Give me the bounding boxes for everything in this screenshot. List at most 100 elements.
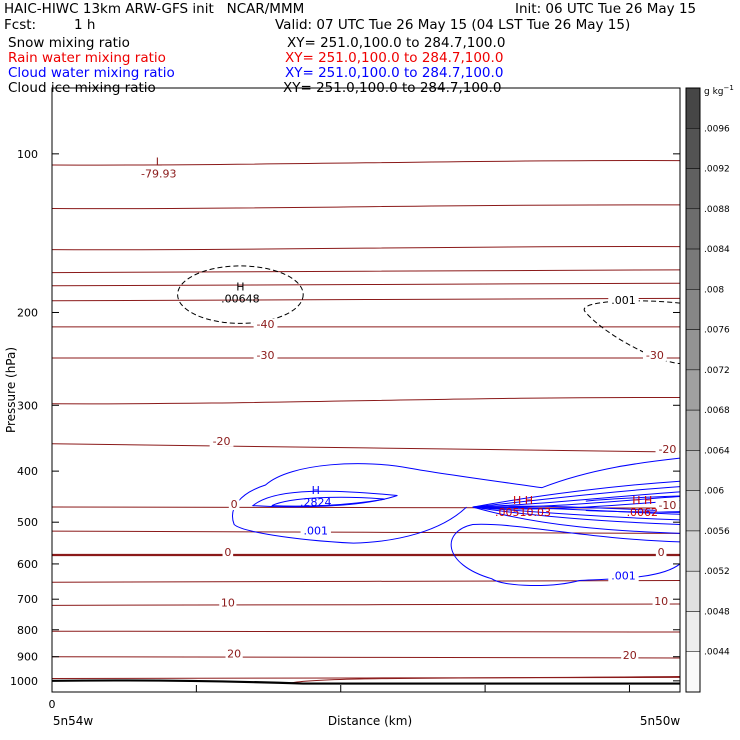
temperature-label: 0 xyxy=(224,546,231,559)
cloud-water-label: .001 xyxy=(304,524,329,537)
colorbar-label: .0088 xyxy=(704,205,730,215)
colorbar-label: .0064 xyxy=(704,446,730,456)
snow-contour xyxy=(177,265,304,324)
fcst-label: Fcst: xyxy=(4,17,37,33)
temperature-label: -30 xyxy=(646,349,664,362)
y-tick-label: 200 xyxy=(17,306,38,319)
temperature-label: 0 xyxy=(658,546,665,559)
extremum-value: .00648 xyxy=(221,293,260,306)
extremum-marker: L xyxy=(156,155,163,168)
temperature-label-bg xyxy=(253,349,278,361)
colorbar-swatch xyxy=(685,611,701,652)
cloud-water-contour xyxy=(251,490,398,508)
temperature-label: 0 xyxy=(231,498,238,511)
y-tick-label: 900 xyxy=(17,651,38,664)
field-xy-rain: XY= 251.0,100.0 to 284.7,100.0 xyxy=(285,50,504,66)
colorbar-label: .008 xyxy=(704,285,724,295)
colorbar-swatch xyxy=(685,87,701,129)
temperature-contour xyxy=(51,204,681,210)
temperature-contour xyxy=(290,676,681,684)
y-tick-label: 300 xyxy=(17,399,38,412)
cloud-water-contour xyxy=(271,496,385,507)
colorbar-label: .0072 xyxy=(704,366,730,376)
colorbar-swatch xyxy=(685,208,701,250)
extremum-value: .2824 xyxy=(300,496,332,509)
extremum-value: .0062 xyxy=(627,506,659,519)
contour-layer: -40 -30 -30 -20 -20 0 -10 0 0 10 10 20 20 .001 .001 .00… xyxy=(51,155,681,685)
colorbar-swatch xyxy=(685,329,701,371)
temperature-contour xyxy=(51,160,681,166)
colorbar-label: .0056 xyxy=(704,527,730,537)
y-tick-label: 800 xyxy=(17,624,38,637)
cloud-water-contour xyxy=(232,457,681,544)
y-tick-label: 1000 xyxy=(10,675,38,688)
plot-frame xyxy=(51,87,681,693)
temperature-label-bg xyxy=(655,500,680,512)
colorbar-swatch xyxy=(685,651,701,693)
field-name-snow: Snow mixing ratio xyxy=(8,35,130,51)
x-axis-title: Distance (km) xyxy=(328,714,412,728)
extremum-marker: H H xyxy=(632,494,652,507)
y-axis-title: Pressure (hPa) xyxy=(4,347,18,433)
colorbar-label: .0068 xyxy=(704,406,730,416)
temperature-label-bg xyxy=(621,649,639,661)
temperature-contour xyxy=(51,603,681,607)
colorbar-swatch xyxy=(685,570,701,612)
temperature-contour xyxy=(51,269,681,274)
temperature-label-bg xyxy=(655,546,667,558)
colorbar-label: .0092 xyxy=(704,165,730,175)
temperature-label: -10 xyxy=(658,499,676,512)
temperature-contour xyxy=(51,530,681,534)
colorbar-frame xyxy=(685,87,701,693)
temperature-label: 10 xyxy=(654,595,668,608)
temperature-label: -30 xyxy=(257,349,275,362)
y-tick-label: 600 xyxy=(17,558,38,571)
temperature-label-bg xyxy=(225,648,243,660)
colorbar-swatch xyxy=(685,450,701,491)
colorbar-label: .0052 xyxy=(704,567,730,577)
temperature-contour xyxy=(51,326,681,328)
init-time: Init: 06 UTC Tue 26 May 15 xyxy=(515,1,697,17)
colorbar-swatch xyxy=(685,168,701,210)
extremum-marker: H xyxy=(236,281,244,294)
colorbar-label: .0048 xyxy=(704,607,730,617)
temperature-label: -20 xyxy=(658,443,676,456)
fcst-value: 1 h xyxy=(74,17,96,33)
temperature-label: -40 xyxy=(257,318,275,331)
temperature-label: 10 xyxy=(221,596,235,609)
title-left: HAIC-HIWC 13km ARW-GFS init NCAR/MMM xyxy=(4,1,305,17)
colorbar-swatch xyxy=(685,128,701,169)
x-end-label-right: 5n50w xyxy=(640,714,681,728)
temperature-label: -20 xyxy=(213,435,231,448)
colorbar-unit: g kg−1 xyxy=(704,84,734,97)
cloud-water-contour xyxy=(472,500,681,512)
colorbar-swatch xyxy=(685,369,701,411)
colorbar-label: .0044 xyxy=(704,648,730,658)
temperature-label-bg xyxy=(642,349,667,361)
field-xy-snow: XY= 251.0,100.0 to 284.7,100.0 xyxy=(287,35,506,51)
temperature-label-bg xyxy=(209,435,234,447)
temperature-label: 20 xyxy=(623,649,637,662)
colorbar-label: .0084 xyxy=(704,245,730,255)
temperature-label-bg xyxy=(253,318,278,330)
colorbar-swatch xyxy=(685,530,701,572)
x-end-label-left: 5n54w xyxy=(53,714,94,728)
y-tick-label: 500 xyxy=(17,516,38,529)
x-tick-label: 0 xyxy=(49,698,56,711)
snow-label-bg xyxy=(608,295,639,307)
snow-label: .001 xyxy=(611,294,636,307)
colorbar-swatch xyxy=(685,248,701,290)
field-name-rain: Rain water mixing ratio xyxy=(8,50,166,66)
colorbar-swatch xyxy=(685,490,701,532)
colorbar-swatch xyxy=(685,409,701,451)
temperature-contour xyxy=(51,282,681,287)
temperature-label-bg xyxy=(219,597,237,609)
colorbar-label: .006 xyxy=(704,487,724,497)
y-tick-label: 700 xyxy=(17,593,38,606)
temperature-label-bg xyxy=(655,444,680,456)
temperature-contour xyxy=(51,656,681,659)
temperature-contour xyxy=(51,357,681,359)
field-xy-cloudwater: XY= 251.0,100.0 to 284.7,100.0 xyxy=(285,65,504,81)
valid-time: Valid: 07 UTC Tue 26 May 15 (04 LST Tue … xyxy=(275,17,631,33)
